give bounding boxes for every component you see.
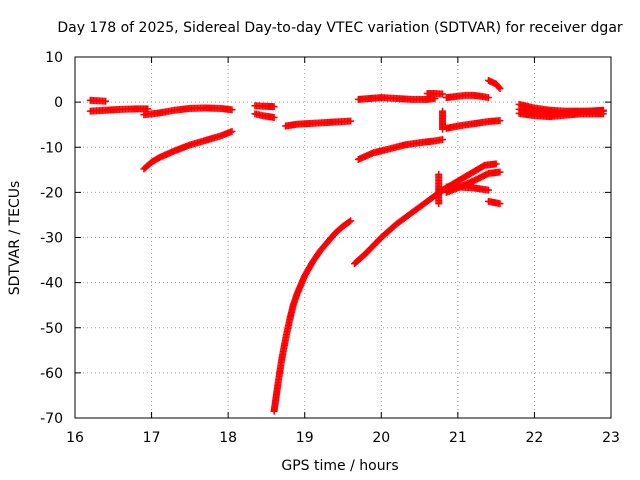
- y-tick-label: -20: [40, 185, 63, 201]
- data-point: [144, 105, 152, 113]
- y-tick-label: -50: [40, 321, 63, 337]
- data-point: [270, 103, 278, 111]
- data-point: [270, 113, 278, 121]
- data-point: [496, 117, 504, 125]
- data-point: [496, 200, 504, 208]
- y-axis-ticks: 10 0 -10 -20 -30 -40 -50 -60 -70: [40, 50, 611, 427]
- data-point: [492, 160, 500, 168]
- y-tick-label: 10: [45, 50, 63, 66]
- data-point: [599, 110, 607, 118]
- data-point: [435, 200, 443, 208]
- x-tick-label: 17: [143, 430, 161, 446]
- data-point: [484, 186, 492, 194]
- data-point: [439, 90, 447, 98]
- data-point: [496, 168, 504, 176]
- chart-title: Day 178 of 2025, Sidereal Day-to-day VTE…: [57, 20, 623, 36]
- x-tick-label: 19: [296, 430, 314, 446]
- data-point: [439, 136, 447, 144]
- data-point: [347, 217, 355, 225]
- data-point: [345, 218, 353, 226]
- x-axis-label: GPS time / hours: [281, 458, 398, 474]
- data-point: [228, 106, 236, 114]
- y-tick-label: -10: [40, 140, 63, 156]
- x-tick-label: 22: [526, 430, 544, 446]
- x-tick-label: 18: [219, 430, 237, 446]
- x-tick-label: 23: [602, 430, 620, 446]
- x-tick-label: 20: [372, 430, 390, 446]
- x-tick-label: 21: [449, 430, 467, 446]
- y-tick-label: -70: [40, 411, 63, 427]
- data-point: [228, 127, 236, 135]
- data-point: [496, 85, 504, 93]
- data-point: [102, 97, 110, 105]
- x-tick-label: 16: [66, 430, 84, 446]
- y-tick-label: -30: [40, 231, 63, 247]
- data-marks: [86, 76, 607, 415]
- y-axis-label: SDTVAR / TECUs: [7, 181, 23, 296]
- data-point: [347, 117, 355, 125]
- y-tick-label: -40: [40, 276, 63, 292]
- data-point: [495, 83, 503, 91]
- y-tick-label: -60: [40, 366, 63, 382]
- y-tick-label: 0: [54, 95, 63, 111]
- x-axis-ticks: 16 17 18 19 20 21 22 23: [66, 57, 620, 446]
- data-point: [484, 94, 492, 102]
- data-point: [439, 125, 447, 133]
